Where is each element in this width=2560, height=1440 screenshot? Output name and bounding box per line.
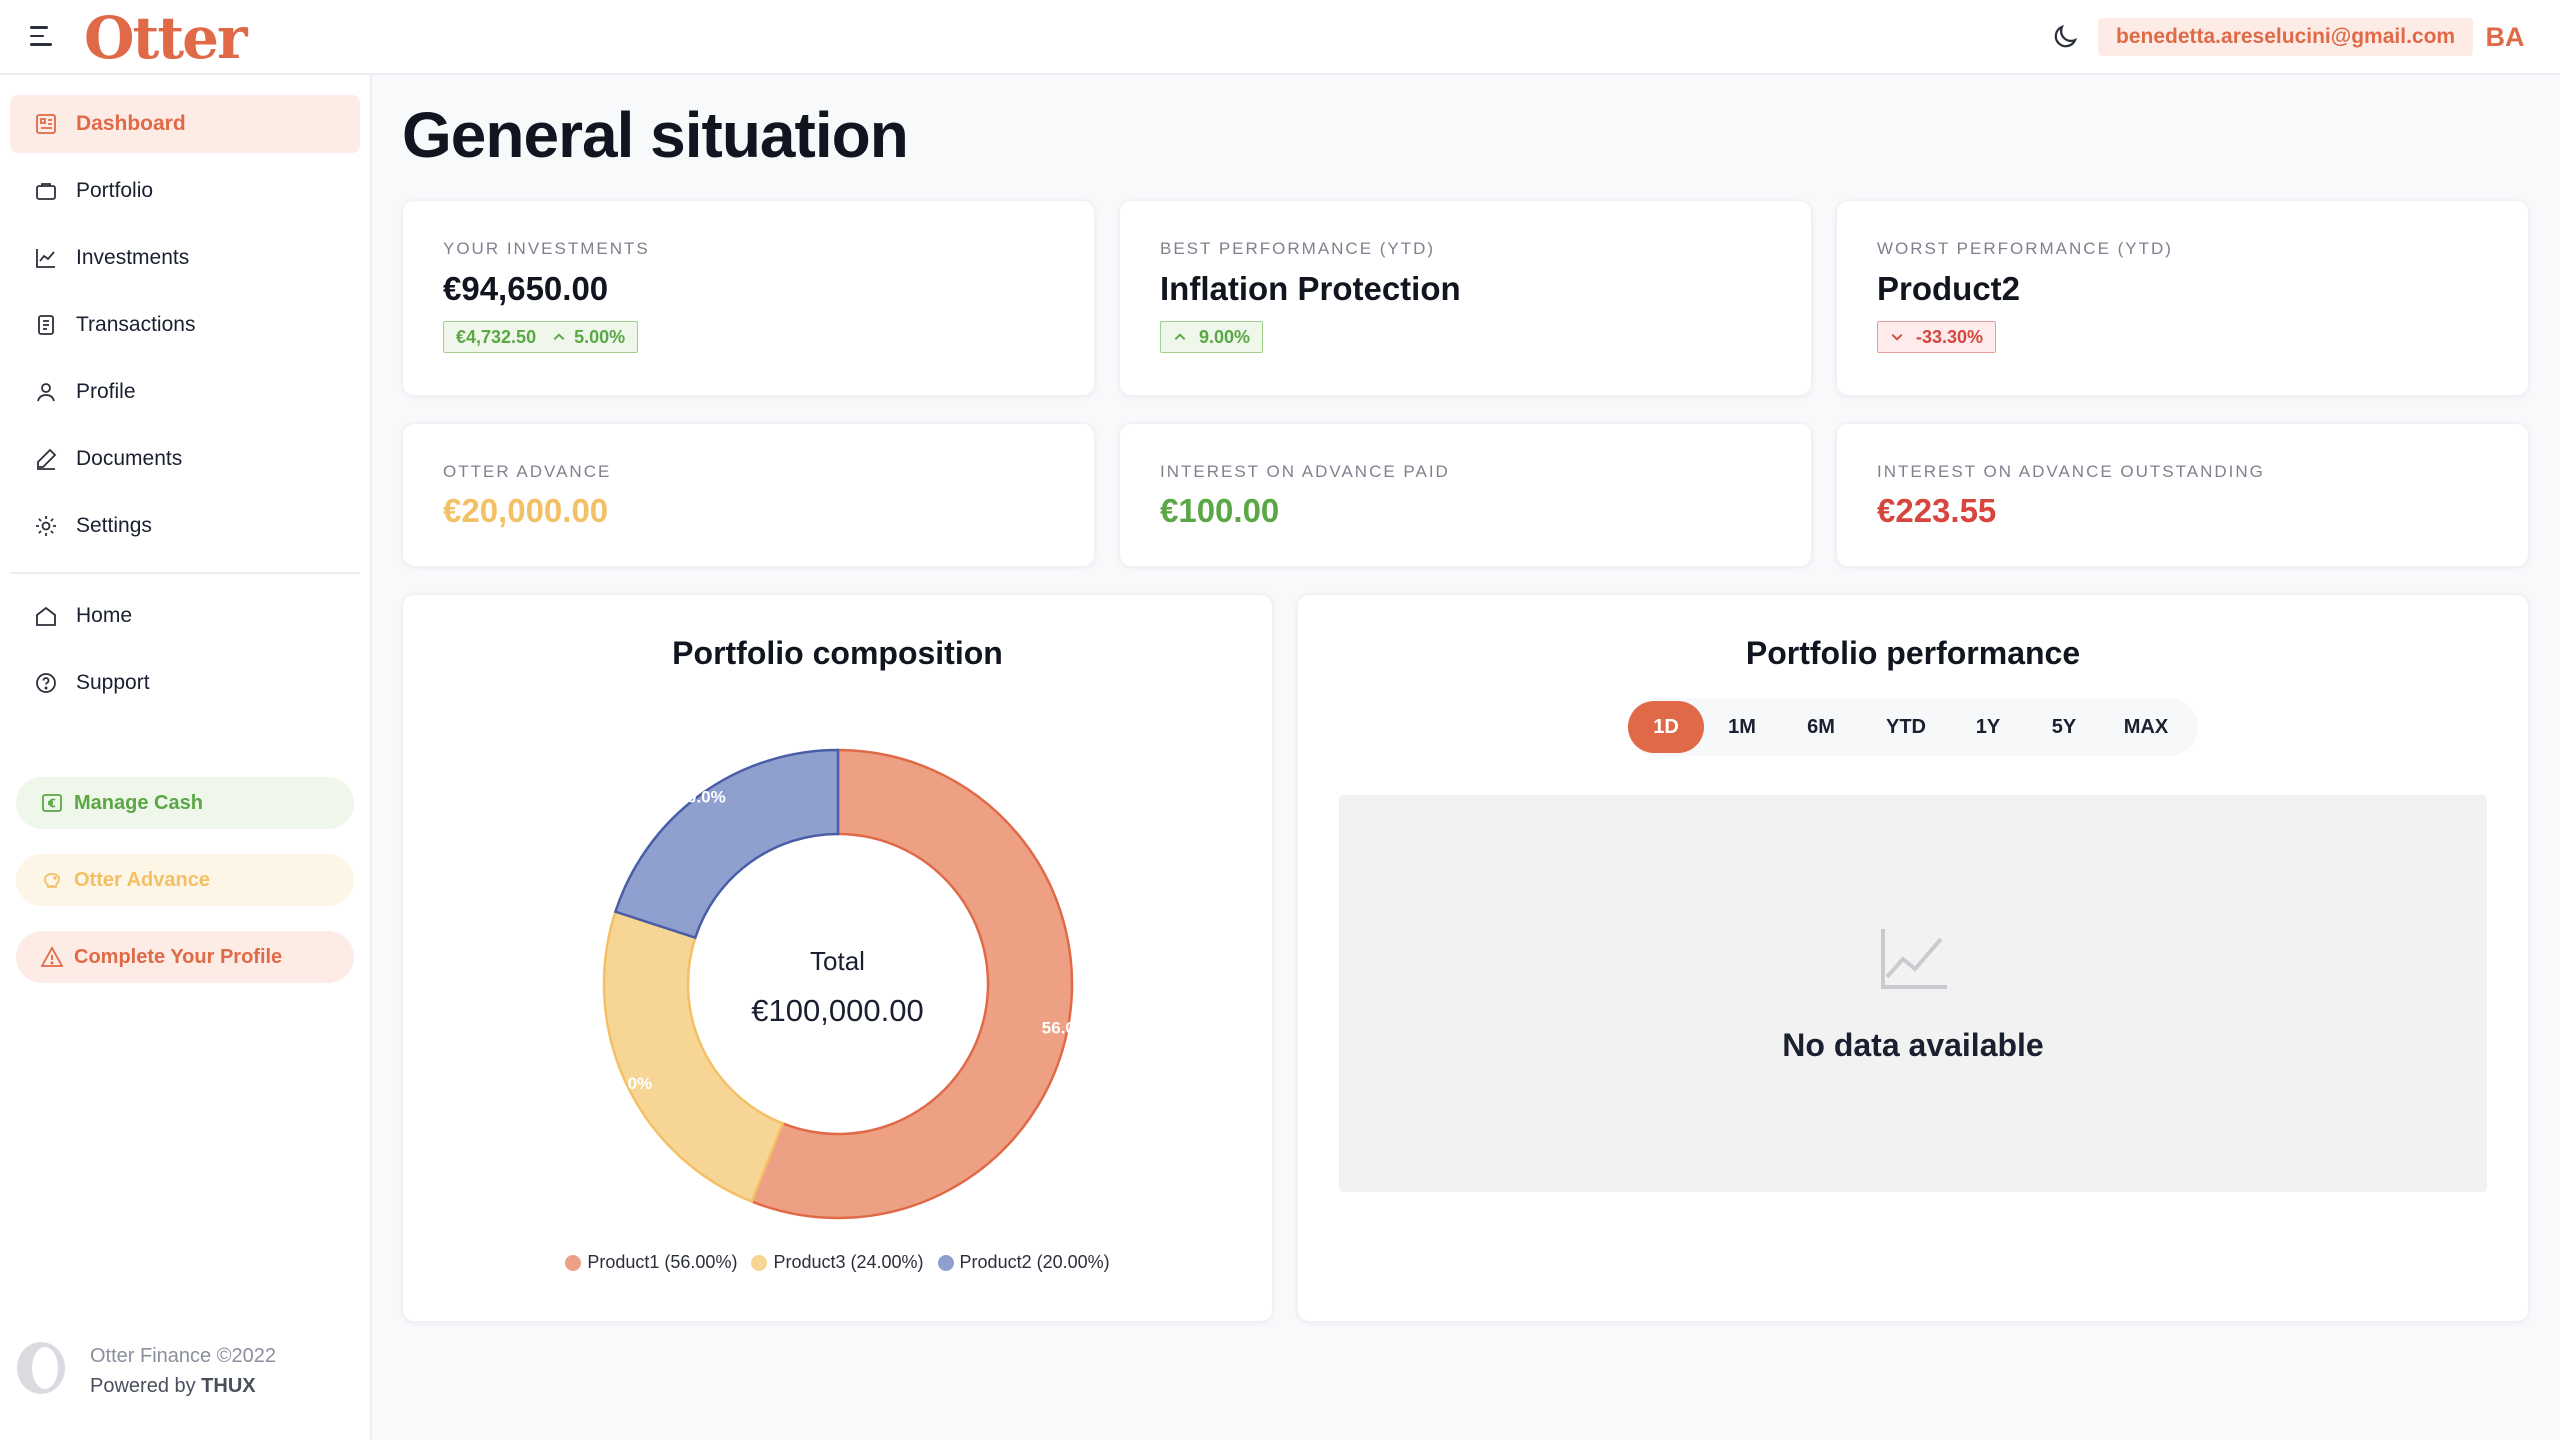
period-max[interactable]: MAX: [2123, 715, 2169, 738]
donut-slice-product3[interactable]: [602, 910, 785, 1204]
chevron-up-icon: [553, 333, 565, 340]
line-chart-icon: [36, 249, 55, 268]
kpi-label: INTEREST ON ADVANCE PAID: [1160, 462, 1450, 481]
kpi-label: YOUR INVESTMENTS: [443, 239, 650, 258]
kpi-value: Inflation Protection: [1160, 270, 1461, 307]
kpi-card-worst-performance: WORST PERFORMANCE (YTD) Product2 -33.30%: [1836, 200, 2529, 396]
period-ytd[interactable]: YTD: [1886, 715, 1926, 738]
complete-profile-label: Complete Your Profile: [74, 945, 283, 968]
otter-advance-button[interactable]: Otter Advance: [16, 854, 354, 906]
period-1y[interactable]: 1Y: [1975, 715, 2001, 738]
sidebar-item-documents[interactable]: Documents: [10, 430, 360, 488]
user-icon: [37, 383, 55, 402]
moon-icon[interactable]: [2050, 22, 2080, 52]
kpi-label: WORST PERFORMANCE (YTD): [1877, 239, 2173, 258]
kpi-value: €20,000.00: [443, 492, 609, 529]
piggy-bank-icon: [44, 873, 60, 888]
euro-icon: [42, 794, 62, 812]
sidebar-item-settings[interactable]: Settings: [10, 497, 360, 555]
sidebar-item-profile[interactable]: Profile: [10, 363, 360, 421]
sidebar-item-label: Investments: [76, 246, 190, 269]
donut-slice-label: 20.0%: [678, 787, 726, 806]
gear-icon: [36, 516, 56, 536]
period-selector: 1D 1M 6M YTD 1Y 5Y MAX: [1628, 698, 2198, 756]
kpi-change-percent: 9.00%: [1199, 326, 1251, 347]
manage-cash-button[interactable]: Manage Cash: [16, 777, 354, 829]
chevron-up-icon: [1174, 333, 1186, 340]
kpi-card-interest-paid: INTEREST ON ADVANCE PAID €100.00: [1119, 423, 1812, 567]
donut-slice-label: 56.0%: [1042, 1018, 1090, 1037]
kpi-label: INTEREST ON ADVANCE OUTSTANDING: [1877, 462, 2265, 481]
pen-icon: [37, 448, 57, 470]
sidebar-item-label: Profile: [76, 380, 136, 403]
sidebar-item-label: Settings: [76, 514, 152, 537]
briefcase-icon: [36, 183, 56, 200]
portfolio-donut-chart: 56.0% 24.0% 20.0%: [602, 748, 1090, 1220]
powered-brand: THUX: [201, 1375, 256, 1397]
sidebar-item-dashboard[interactable]: Dashboard: [10, 95, 360, 153]
powered-prefix: Powered by: [90, 1375, 202, 1397]
composition-title: Portfolio composition: [672, 635, 1003, 671]
warning-icon: [40, 946, 64, 967]
help-circle-icon: [36, 673, 56, 693]
donut-slice-product1[interactable]: [750, 748, 1074, 1220]
kpi-value: €100.00: [1160, 492, 1280, 529]
kpi-label: BEST PERFORMANCE (YTD): [1160, 239, 1436, 258]
sidebar-item-label: Transactions: [76, 313, 196, 336]
complete-profile-button[interactable]: Complete Your Profile: [16, 931, 354, 983]
user-email[interactable]: benedetta.areselucini@gmail.com: [2098, 18, 2474, 56]
sidebar-item-label: Documents: [76, 447, 183, 470]
otter-logo[interactable]: Otter: [84, 4, 248, 72]
no-data-panel: No data available: [1339, 795, 2487, 1192]
kpi-value: €94,650.00: [443, 270, 609, 307]
performance-title: Portfolio performance: [1745, 635, 2081, 671]
kpi-label: OTTER ADVANCE: [443, 462, 612, 481]
sidebar-item-transactions[interactable]: Transactions: [10, 296, 360, 354]
period-6m[interactable]: 6M: [1807, 715, 1835, 738]
avatar[interactable]: BA: [2480, 14, 2530, 60]
manage-cash-label: Manage Cash: [74, 791, 203, 814]
sidebar-item-label: Dashboard: [76, 112, 186, 135]
kpi-change-percent: -33.30%: [1916, 326, 1984, 347]
kpi-card-best-performance: BEST PERFORMANCE (YTD) Inflation Protect…: [1119, 200, 1812, 396]
sidebar-item-support[interactable]: Support: [10, 654, 360, 712]
period-5y[interactable]: 5Y: [2051, 715, 2077, 738]
donut-slice-product2[interactable]: [613, 748, 840, 940]
kpi-change-badge: €4,732.50 5.00%: [443, 321, 639, 353]
home-icon: [36, 606, 56, 626]
footer-copyright: Otter Finance ©2022: [90, 1345, 276, 1367]
kpi-value: €223.55: [1877, 492, 1997, 529]
sidebar-item-label: Support: [76, 671, 150, 694]
top-bar: Otter benedetta.areselucini@gmail.com BA: [0, 0, 2560, 75]
sidebar: Dashboard Portfolio Investments Transact…: [0, 75, 372, 1440]
footer-powered-by: Powered by THUX: [90, 1375, 256, 1398]
chevron-down-icon: [1891, 334, 1903, 341]
sidebar-item-portfolio[interactable]: Portfolio: [10, 162, 360, 220]
kpi-card-investments: YOUR INVESTMENTS €94,650.00 €4,732.50 5.…: [402, 200, 1095, 396]
kpi-card-otter-advance: OTTER ADVANCE €20,000.00: [402, 423, 1095, 567]
dashboard-icon: [36, 114, 56, 134]
kpi-value: Product2: [1877, 270, 2021, 307]
menu-icon[interactable]: [30, 26, 54, 48]
sidebar-item-investments[interactable]: Investments: [10, 229, 360, 287]
donut-slice-label: 24.0%: [604, 1074, 652, 1093]
period-1m[interactable]: 1M: [1728, 715, 1756, 738]
sidebar-item-label: Portfolio: [76, 179, 154, 202]
sidebar-item-home[interactable]: Home: [10, 587, 360, 645]
kpi-change-amount: €4,732.50: [456, 326, 537, 347]
no-data-text: No data available: [1782, 1027, 2044, 1063]
kpi-change-badge: 9.00%: [1160, 321, 1264, 353]
page-title: General situation: [402, 99, 909, 171]
kpi-change-percent: 5.00%: [574, 326, 626, 347]
kpi-card-interest-outstanding: INTEREST ON ADVANCE OUTSTANDING €223.55: [1836, 423, 2529, 567]
otter-finance-logo: [17, 1342, 65, 1394]
document-list-icon: [38, 315, 54, 335]
otter-advance-label: Otter Advance: [74, 868, 210, 891]
period-1d[interactable]: 1D: [1628, 701, 1704, 753]
kpi-change-badge: -33.30%: [1877, 321, 1997, 353]
sidebar-item-label: Home: [76, 604, 133, 627]
sidebar-divider: [10, 572, 360, 574]
chart-placeholder-icon: [1881, 929, 1947, 989]
